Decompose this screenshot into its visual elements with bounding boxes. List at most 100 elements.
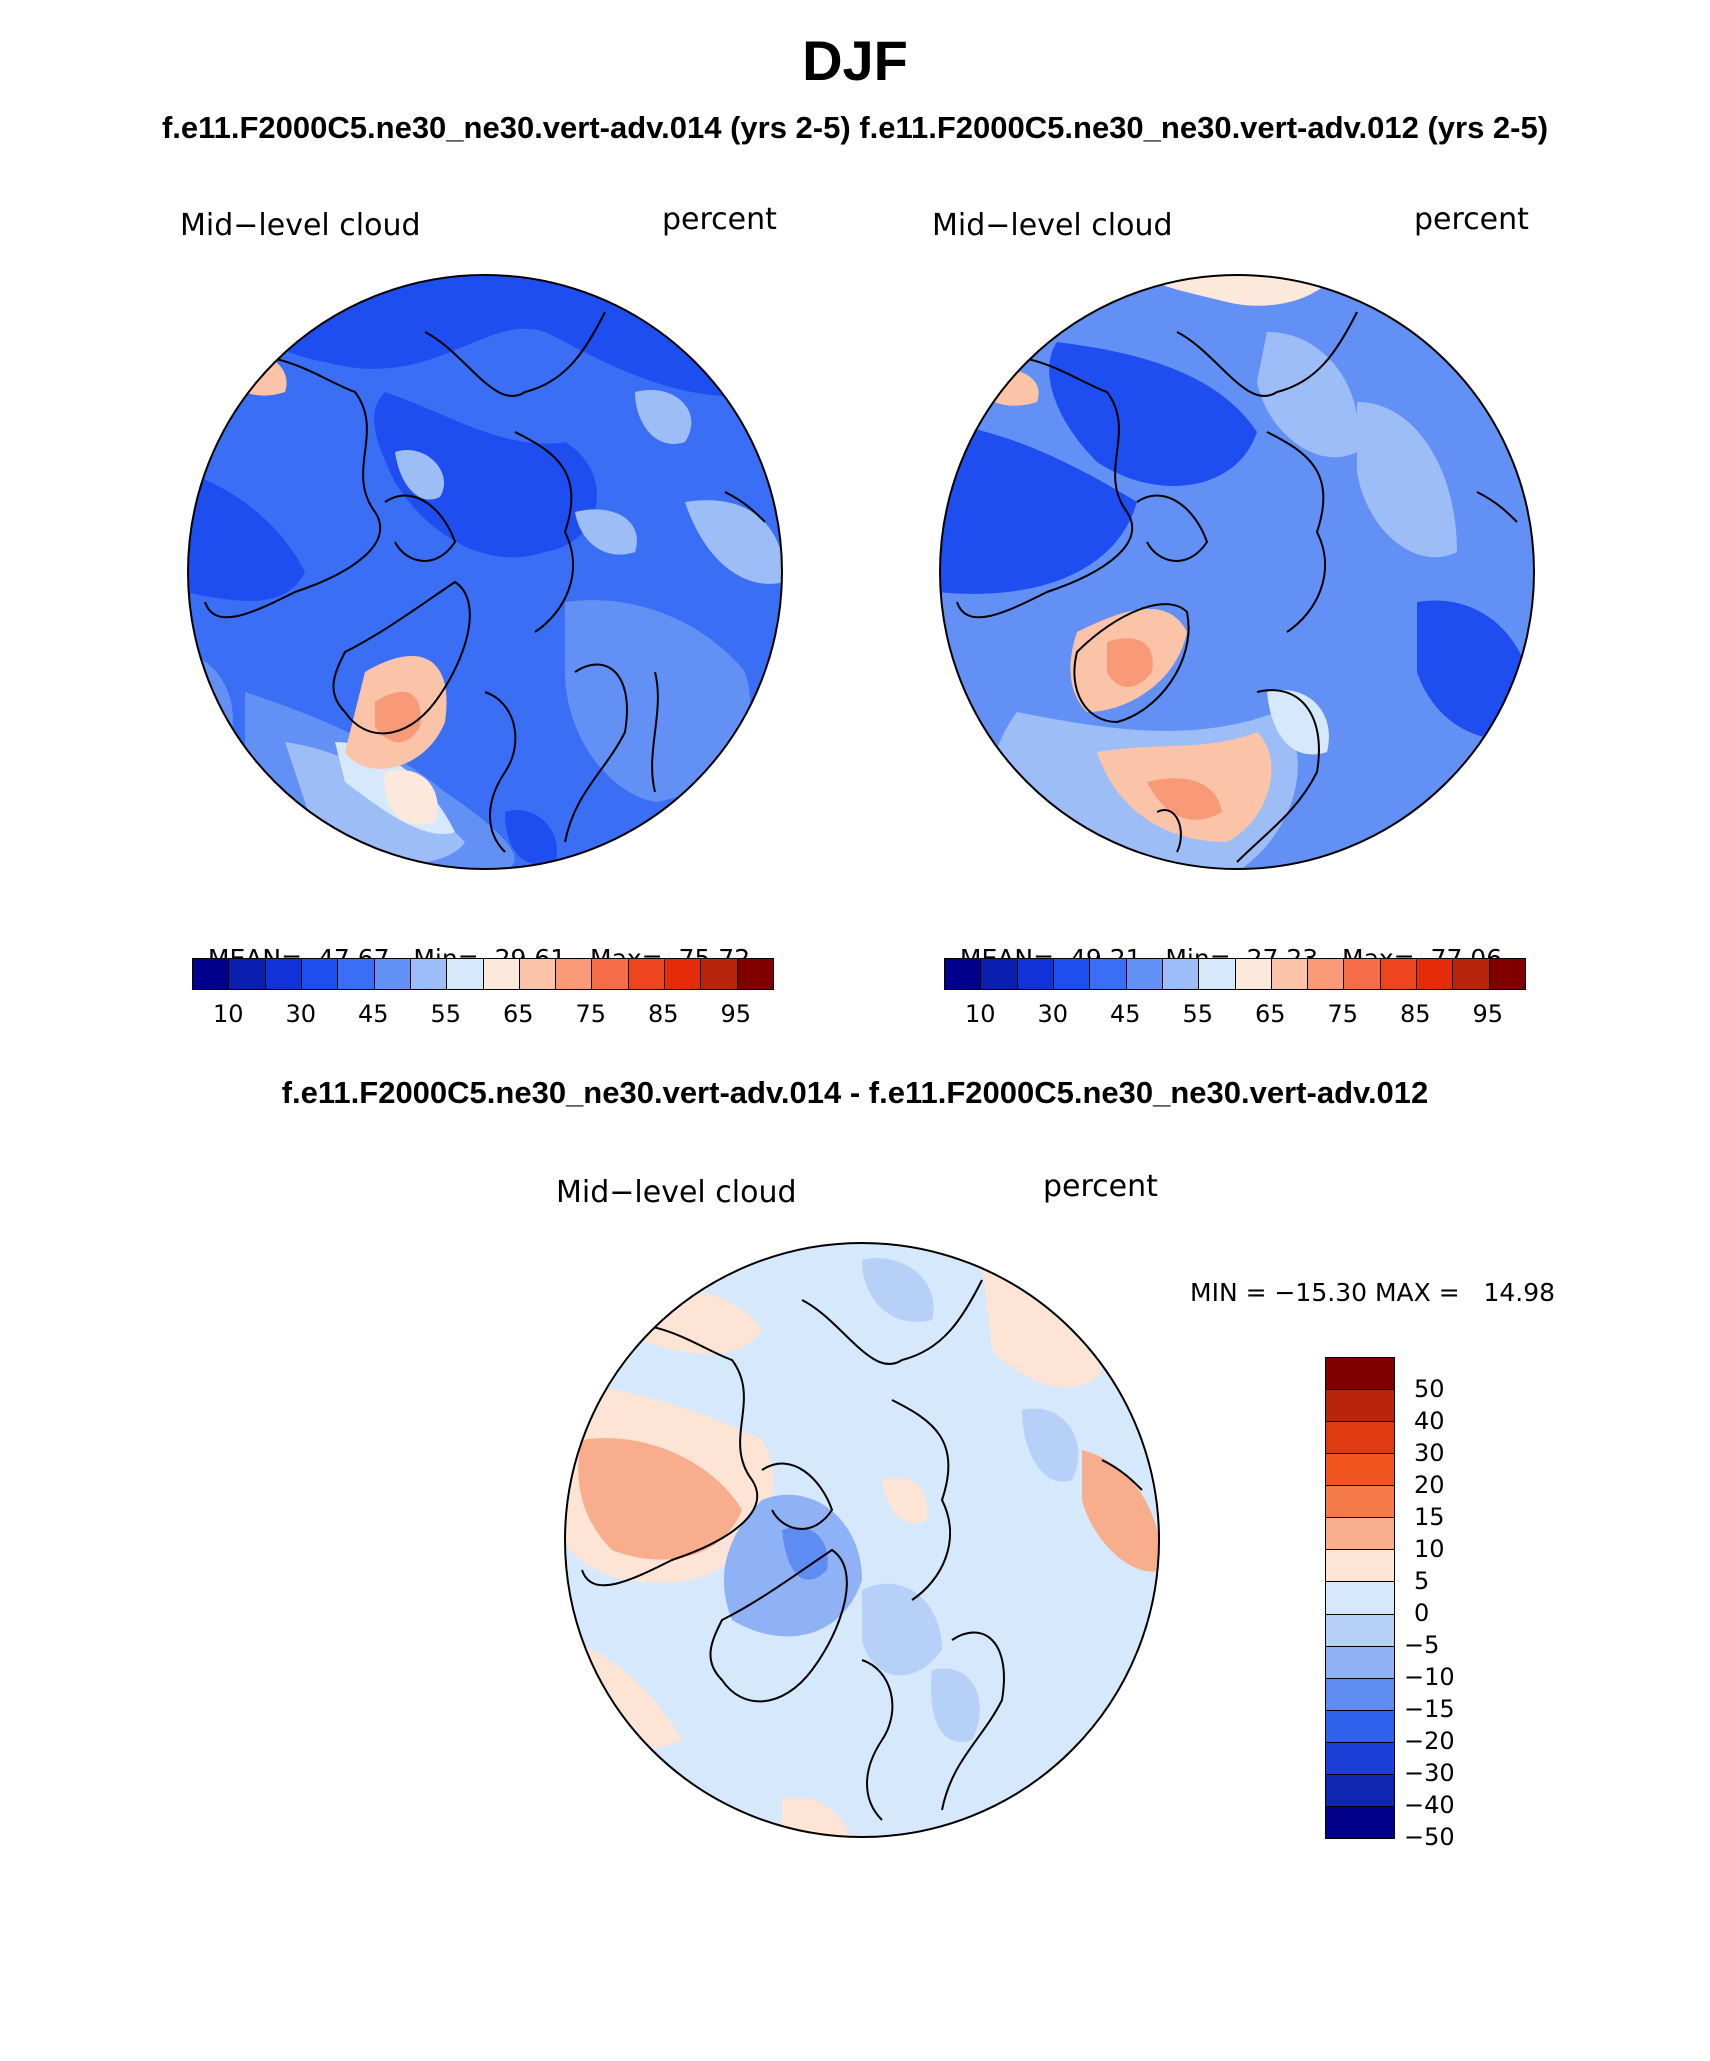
diff-colorbar-ticks: 50 40 30 20 15 10 5 0 −5 −10 −15 −20 −30 −40 −50 <box>1404 1357 1488 1851</box>
diff-colorbar <box>1325 1357 1395 1839</box>
colorbar-swatch <box>1326 1710 1394 1743</box>
colorbar-swatch <box>519 959 557 989</box>
colorbar-tick-label: 30 <box>285 1000 317 1028</box>
colorbar-swatch <box>1326 1518 1394 1551</box>
colorbar-tick-label: −10 <box>1404 1663 1455 1691</box>
right-map-field <box>940 275 1534 869</box>
colorbar-swatch <box>945 959 982 989</box>
colorbar-tick-label: 30 <box>1414 1439 1445 1467</box>
left-colorbar-ticks: 10 30 45 55 65 75 85 95 <box>192 1000 772 1030</box>
colorbar-tick-label: 95 <box>720 1000 752 1028</box>
colorbar-swatch <box>1453 959 1490 989</box>
colorbar-swatch <box>410 959 448 989</box>
colorbar-swatch <box>1235 959 1272 989</box>
colorbar-swatch <box>1326 1422 1394 1455</box>
diff-map-field <box>565 1243 1159 1837</box>
colorbar-swatch <box>1326 1390 1394 1423</box>
colorbar-swatch <box>1326 1358 1394 1391</box>
left-units-label: percent <box>662 202 777 237</box>
colorbar-tick-label: 85 <box>1399 1000 1431 1028</box>
colorbar-swatch <box>981 959 1018 989</box>
colorbar-swatch <box>338 959 375 989</box>
colorbar-tick-label: −30 <box>1404 1759 1455 1787</box>
colorbar-swatch <box>1417 959 1454 989</box>
colorbar-swatch <box>1162 959 1200 989</box>
colorbar-swatch <box>737 959 773 989</box>
colorbar-tick-label: −50 <box>1404 1823 1455 1851</box>
colorbar-tick-label: 20 <box>1414 1471 1445 1499</box>
colorbar-swatch <box>1326 1806 1394 1838</box>
colorbar-swatch <box>1017 959 1054 989</box>
colorbar-tick-label: 30 <box>1037 1000 1069 1028</box>
colorbar-swatch <box>229 959 266 989</box>
figure-subtitle: f.e11.F2000C5.ne30_ne30.vert-adv.014 (yr… <box>0 110 1710 146</box>
subtitle-left-case: f.e11.F2000C5.ne30_ne30.vert-adv.014 (yr… <box>161 110 851 145</box>
colorbar-swatch <box>1326 1774 1394 1807</box>
right-variable-label: Mid−level cloud <box>932 208 1173 243</box>
diff-units-label: percent <box>1043 1169 1158 1204</box>
colorbar-swatch <box>1326 1646 1394 1679</box>
colorbar-tick-label: −40 <box>1404 1791 1455 1819</box>
left-map-field <box>188 275 782 869</box>
colorbar-tick-label: 65 <box>502 1000 534 1028</box>
right-colorbar-ticks: 10 30 45 55 65 75 85 95 <box>944 1000 1524 1030</box>
colorbar-swatch <box>1053 959 1091 989</box>
colorbar-swatch <box>1090 959 1127 989</box>
colorbar-tick-label: 75 <box>575 1000 607 1028</box>
colorbar-swatch <box>1326 1550 1394 1583</box>
colorbar-tick-label: 10 <box>212 1000 244 1028</box>
colorbar-tick-label: 15 <box>1414 1503 1445 1531</box>
colorbar-swatch <box>1199 959 1236 989</box>
colorbar-tick-label: 45 <box>1109 1000 1141 1028</box>
colorbar-swatch <box>265 959 302 989</box>
left-variable-label: Mid−level cloud <box>180 208 421 243</box>
colorbar-tick-label: 55 <box>1182 1000 1214 1028</box>
diff-minmax-stat: MIN = −15.30 MAX = 14.98 <box>1190 1278 1556 1307</box>
colorbar-swatch <box>556 959 593 989</box>
colorbar-swatch <box>1489 959 1525 989</box>
right-coastlines <box>956 311 1518 863</box>
diff-variable-label: Mid−level cloud <box>556 1175 797 1210</box>
colorbar-swatch <box>1126 959 1163 989</box>
right-polar-map <box>939 274 1535 870</box>
colorbar-swatch <box>665 959 702 989</box>
colorbar-tick-label: 45 <box>357 1000 389 1028</box>
right-colorbar <box>944 958 1526 990</box>
colorbar-swatch <box>1326 1486 1394 1519</box>
colorbar-swatch <box>301 959 339 989</box>
colorbar-swatch <box>1308 959 1345 989</box>
colorbar-swatch <box>1326 1678 1394 1711</box>
colorbar-tick-label: 0 <box>1414 1599 1430 1627</box>
colorbar-swatch <box>701 959 738 989</box>
colorbar-swatch <box>447 959 484 989</box>
subtitle-right-case: f.e11.F2000C5.ne30_ne30.vert-adv.012 (yr… <box>859 110 1549 145</box>
colorbar-tick-label: −5 <box>1404 1631 1440 1659</box>
colorbar-tick-label: 10 <box>964 1000 996 1028</box>
colorbar-tick-label: 85 <box>647 1000 679 1028</box>
colorbar-swatch <box>1380 959 1418 989</box>
colorbar-swatch <box>193 959 230 989</box>
colorbar-tick-label: −15 <box>1404 1695 1455 1723</box>
colorbar-tick-label: 75 <box>1327 1000 1359 1028</box>
colorbar-tick-label: 65 <box>1254 1000 1286 1028</box>
colorbar-tick-label: 40 <box>1414 1407 1445 1435</box>
colorbar-swatch <box>483 959 520 989</box>
left-colorbar <box>192 958 774 990</box>
colorbar-swatch <box>628 959 666 989</box>
colorbar-swatch <box>1326 1454 1394 1487</box>
difference-title: f.e11.F2000C5.ne30_ne30.vert-adv.014 - f… <box>281 1075 1429 1110</box>
colorbar-tick-label: −20 <box>1404 1727 1455 1755</box>
colorbar-swatch <box>1326 1742 1394 1775</box>
colorbar-swatch <box>1326 1614 1394 1647</box>
colorbar-tick-label: 95 <box>1472 1000 1504 1028</box>
colorbar-tick-label: 50 <box>1414 1375 1445 1403</box>
colorbar-swatch <box>1271 959 1309 989</box>
colorbar-tick-label: 55 <box>430 1000 462 1028</box>
right-units-label: percent <box>1414 202 1529 237</box>
figure-title: DJF <box>802 29 908 92</box>
left-coastlines <box>204 311 766 853</box>
colorbar-swatch <box>1344 959 1381 989</box>
left-polar-map <box>187 274 783 870</box>
diff-coastlines <box>581 1279 1143 1821</box>
colorbar-tick-label: 10 <box>1414 1535 1445 1563</box>
